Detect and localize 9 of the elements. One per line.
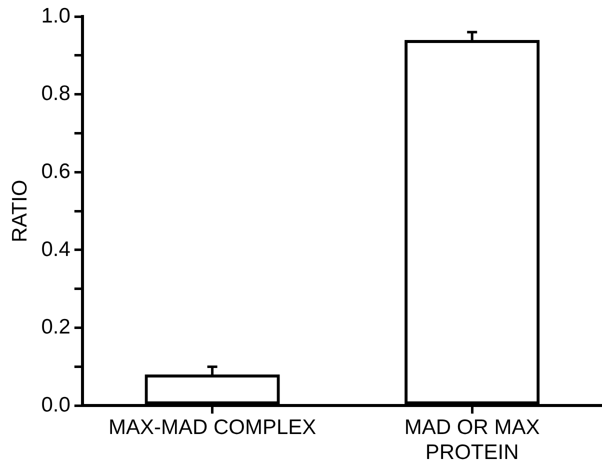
- y-tick-label: 0.6: [41, 160, 70, 183]
- y-axis-title: RATIO: [8, 180, 32, 242]
- x-tick-label: MAD OR MAX PROTEIN: [404, 416, 540, 464]
- x-tick-label: MAX-MAD COMPLEX: [108, 416, 316, 439]
- y-tick-label: 0.4: [41, 238, 71, 261]
- y-tick-label: 0.8: [41, 82, 70, 106]
- y-tick-label: 1.0: [41, 4, 70, 28]
- y-tick-label: 0.2: [41, 316, 70, 339]
- y-tick-label: 0.0: [41, 393, 70, 416]
